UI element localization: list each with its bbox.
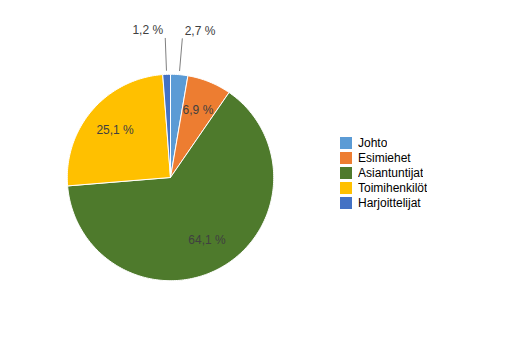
html-text:Toimihenkilöt: Toimihenkilöt [358, 181, 428, 195]
svg-text:6,9 %: 6,9 % [183, 102, 214, 116]
svg-text:1,2 %: 1,2 % [132, 23, 163, 37]
svg-text:25,1 %: 25,1 % [96, 123, 134, 137]
html-text:Harjoittelijat: Harjoittelijat [358, 196, 421, 210]
svg-text:64,1 %: 64,1 % [188, 233, 226, 247]
svg-text:2,7 %: 2,7 % [185, 23, 216, 37]
html-text:Esimiehet: Esimiehet [358, 151, 411, 165]
html-text:Johto: Johto [358, 136, 388, 150]
html-text:Asiantuntijat: Asiantuntijat [358, 166, 424, 180]
